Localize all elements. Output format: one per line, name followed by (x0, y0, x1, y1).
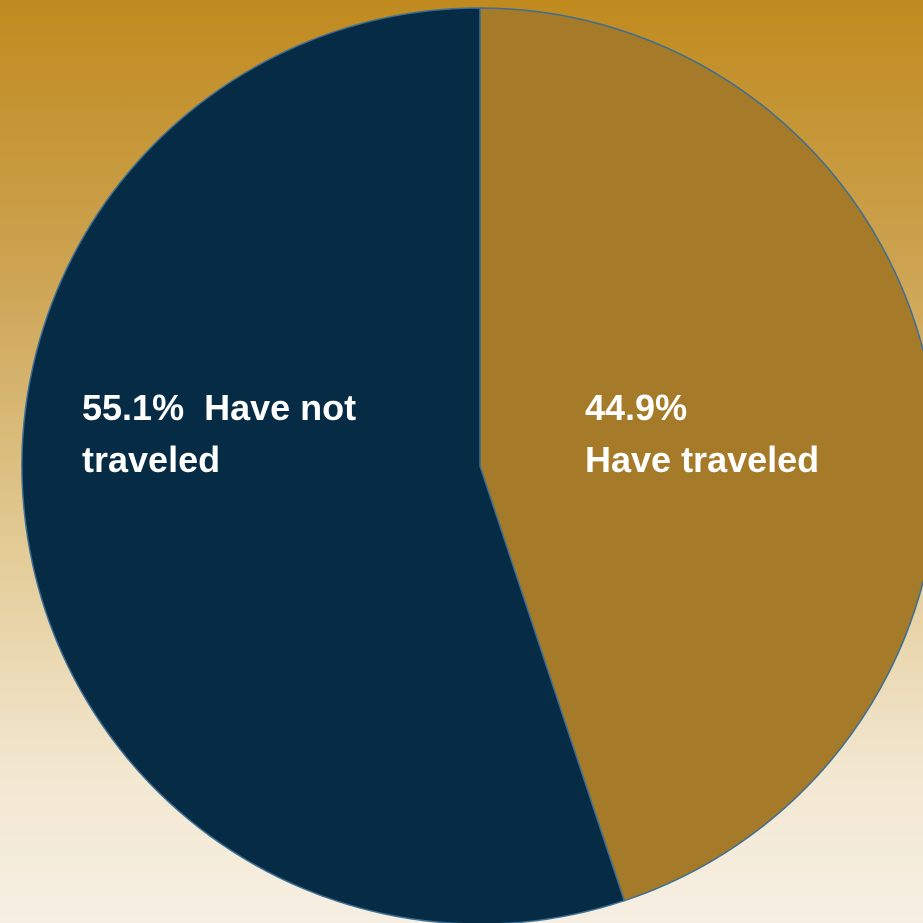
slice-label-0: 44.9% Have traveled (585, 387, 819, 480)
slice-label-1-line-1: traveled (82, 439, 220, 480)
slice-label-0-line-1: Have traveled (585, 439, 819, 480)
pie-slices (21, 7, 923, 923)
slice-label-1-line-0: 55.1% Have not (82, 387, 356, 428)
pie-slice-1 (21, 7, 626, 923)
slice-label-0-line-0: 44.9% (585, 387, 687, 428)
pie-labels: 44.9% Have traveled 55.1% Have not traveled (82, 387, 819, 480)
pie-slice-0 (479, 7, 923, 902)
slice-label-1: 55.1% Have not traveled (82, 387, 356, 480)
